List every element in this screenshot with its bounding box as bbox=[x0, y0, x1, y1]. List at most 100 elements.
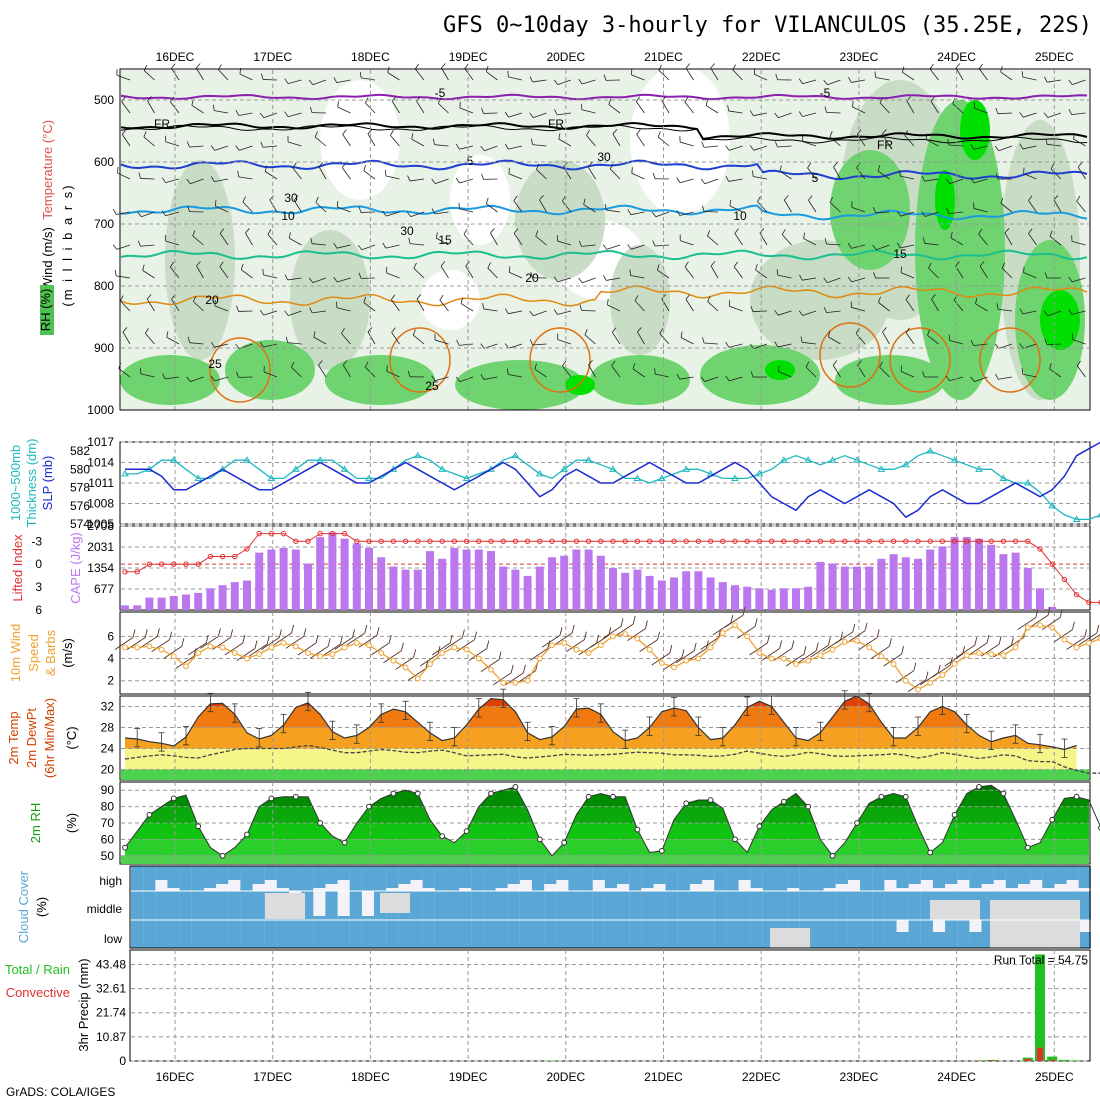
upper-wind-barb-flag bbox=[480, 343, 485, 349]
upper-wind-barb-flag bbox=[857, 360, 862, 366]
upper-wind-barb bbox=[609, 168, 621, 180]
contour-25-loop bbox=[819, 322, 881, 388]
wind-barb-flag bbox=[169, 631, 173, 640]
wind-barb bbox=[907, 679, 927, 692]
cloud-high-bar bbox=[823, 866, 836, 888]
cloud-low-bar bbox=[531, 920, 545, 948]
upper-wind-barb-flag bbox=[358, 206, 362, 213]
li-point bbox=[329, 530, 336, 537]
upper-wind-barb bbox=[586, 135, 596, 147]
upper-wind-barb-flag bbox=[701, 141, 705, 148]
upper-wind-barb-flag bbox=[463, 229, 468, 235]
upper-wind-barb-flag bbox=[391, 96, 397, 102]
cape-bar bbox=[255, 552, 264, 610]
wind-label-2: Speed bbox=[26, 634, 41, 672]
upper-wind-barb bbox=[929, 68, 939, 81]
tick-label: 900 bbox=[94, 341, 114, 355]
cape-bar bbox=[1048, 606, 1057, 610]
wind-barb-flag bbox=[791, 640, 795, 649]
upper-wind-barb-flag bbox=[847, 243, 852, 249]
wind-barb-flag bbox=[937, 664, 941, 674]
wind-barb-flag bbox=[425, 660, 429, 669]
cloud-high-bar bbox=[143, 866, 156, 891]
temp-bands bbox=[125, 696, 1077, 780]
wind-speed-point bbox=[817, 652, 824, 659]
upper-wind-barb-flag bbox=[534, 363, 537, 370]
upper-wind-barb bbox=[779, 170, 792, 180]
cloud-middle-bar bbox=[884, 891, 897, 920]
upper-wind-barb-flag bbox=[627, 209, 632, 215]
cloud-low-bar bbox=[604, 920, 618, 948]
upper-wind-barb bbox=[143, 70, 155, 81]
cape-bar bbox=[962, 537, 971, 610]
wind-speed-point bbox=[927, 680, 934, 686]
cloud-low-bar bbox=[228, 920, 241, 948]
top-date-axis: 16DEC 17DEC 18DEC 19DEC 20DEC 21DEC 22DEC 23DEC… bbox=[156, 50, 1074, 64]
upper-wind-barb bbox=[289, 237, 302, 246]
temp-label-2: 2m DewPt bbox=[24, 708, 39, 768]
li-point bbox=[317, 530, 323, 537]
upper-wind-barb bbox=[141, 211, 155, 218]
li-point bbox=[378, 538, 384, 544]
upper-wind-barb-flag bbox=[536, 163, 540, 170]
upper-wind-barb-flag bbox=[636, 96, 641, 102]
upper-wind-barb-flag bbox=[929, 63, 934, 70]
upper-wind-barb-flag bbox=[779, 165, 782, 172]
upper-wind-barb bbox=[263, 310, 278, 316]
upper-wind-barb-flag bbox=[994, 145, 1000, 152]
upper-wind-barb bbox=[707, 301, 719, 312]
wind-barb bbox=[431, 642, 451, 656]
upper-wind-barb bbox=[924, 178, 939, 182]
rh-shade-green bbox=[830, 150, 910, 270]
upper-wind-barb-flag bbox=[342, 129, 347, 135]
upper-wind-barb bbox=[728, 343, 743, 348]
contour-label: 15 bbox=[893, 247, 907, 261]
bottom-date-label: 18DEC bbox=[351, 1070, 390, 1084]
cape-bar bbox=[938, 546, 947, 610]
cape-bar bbox=[304, 563, 312, 610]
upper-wind-barb-flag bbox=[187, 336, 190, 343]
upper-wind-barb-flag bbox=[583, 198, 586, 205]
tick-label: 0 bbox=[119, 1054, 126, 1068]
cape-bar bbox=[731, 585, 739, 610]
upper-wind-barb bbox=[777, 274, 792, 279]
upper-wind-barb bbox=[336, 307, 351, 312]
upper-wind-barb bbox=[679, 211, 694, 216]
li-point bbox=[171, 561, 177, 567]
upper-wind-barb bbox=[828, 336, 841, 345]
upper-wind-barb bbox=[122, 331, 131, 345]
contour-label: 10 bbox=[281, 209, 295, 223]
upper-wind-barb-flag bbox=[904, 130, 909, 136]
upper-wind-barb bbox=[262, 79, 278, 81]
cloud-middle-bar bbox=[872, 891, 885, 920]
upper-wind-barb bbox=[778, 112, 792, 119]
wind-barb-flag bbox=[1059, 609, 1063, 618]
upper-wind-barb-flag bbox=[1049, 230, 1053, 237]
upper-wind-barb-flag bbox=[684, 96, 689, 103]
li-point bbox=[866, 538, 872, 544]
cloud-high-bar bbox=[422, 866, 435, 888]
cloud-high-bar bbox=[774, 866, 788, 891]
upper-wind-barb-flag bbox=[386, 365, 388, 372]
upper-wind-barb-flag bbox=[237, 170, 240, 177]
upper-wind-barb bbox=[214, 305, 229, 312]
upper-wind-barb-flag bbox=[308, 79, 314, 85]
li-point bbox=[183, 561, 189, 567]
upper-wind-barb bbox=[632, 368, 645, 378]
wind-barb-flag bbox=[498, 651, 502, 660]
top-date-label: 16DEC bbox=[156, 50, 195, 64]
wind-barb-flag bbox=[1047, 607, 1051, 616]
tick-label: 32 bbox=[101, 700, 115, 714]
wind-barb-flag bbox=[217, 628, 221, 637]
cloud-high-bar bbox=[993, 866, 1006, 880]
tick-label: 1354 bbox=[87, 561, 114, 575]
upper-wind-barb bbox=[973, 343, 988, 346]
upper-wind-barb-flag bbox=[652, 240, 656, 247]
upper-wind-barb bbox=[416, 298, 425, 312]
upper-wind-barb bbox=[508, 112, 523, 118]
upper-wind-barb bbox=[734, 233, 743, 246]
wind-barb bbox=[566, 639, 585, 653]
wind-speed-point bbox=[427, 661, 433, 667]
tick-label: 3 bbox=[35, 580, 42, 594]
rh-point bbox=[1000, 790, 1007, 797]
